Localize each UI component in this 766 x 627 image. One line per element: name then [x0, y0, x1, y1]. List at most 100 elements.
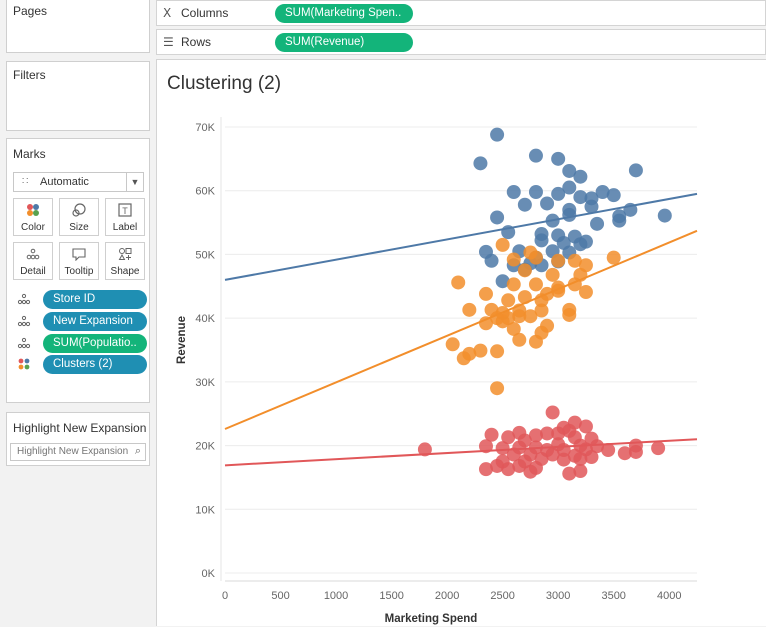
data-point[interactable]: [528, 277, 543, 292]
trend-line[interactable]: [224, 438, 698, 467]
data-point[interactable]: [590, 439, 605, 454]
data-point[interactable]: [484, 427, 499, 442]
data-point[interactable]: [473, 156, 488, 171]
data-point[interactable]: [573, 451, 588, 466]
data-point[interactable]: [506, 277, 521, 292]
new-expansion-pill[interactable]: New Expansion: [43, 312, 147, 331]
data-point[interactable]: [478, 286, 493, 301]
columns-pill[interactable]: SUM(Marketing Spen..: [275, 4, 413, 23]
data-point[interactable]: [417, 442, 432, 457]
data-point[interactable]: [490, 210, 505, 225]
data-point[interactable]: [540, 426, 555, 441]
data-point[interactable]: [451, 275, 466, 290]
data-point[interactable]: [528, 148, 543, 163]
data-point[interactable]: [578, 419, 593, 434]
data-point[interactable]: [473, 343, 488, 358]
data-point[interactable]: [512, 309, 527, 324]
data-point[interactable]: [512, 458, 527, 473]
data-point[interactable]: [562, 466, 577, 481]
data-point[interactable]: [657, 208, 672, 223]
data-point[interactable]: [528, 250, 543, 265]
trend-line[interactable]: [224, 192, 698, 281]
data-point[interactable]: [478, 316, 493, 331]
data-point[interactable]: [606, 250, 621, 265]
detail-button[interactable]: Detail: [13, 242, 53, 280]
data-point[interactable]: [534, 303, 549, 318]
data-point[interactable]: [540, 196, 555, 211]
data-point[interactable]: [490, 381, 505, 396]
data-point[interactable]: [612, 213, 627, 228]
population-pill[interactable]: SUM(Populatio..: [43, 334, 147, 353]
data-point[interactable]: [651, 441, 666, 456]
store-id-pill[interactable]: Store ID: [43, 290, 147, 309]
data-point[interactable]: [551, 186, 566, 201]
data-point[interactable]: [562, 307, 577, 322]
data-point[interactable]: [445, 337, 460, 352]
data-point[interactable]: [484, 253, 499, 268]
data-point[interactable]: [545, 267, 560, 282]
clusters-pill[interactable]: Clusters (2): [43, 355, 147, 374]
data-point[interactable]: [501, 430, 516, 445]
data-point[interactable]: [528, 334, 543, 349]
data-point[interactable]: [495, 274, 510, 289]
mark-field-store-id[interactable]: Store ID: [17, 290, 147, 309]
data-point[interactable]: [551, 253, 566, 268]
label-button[interactable]: T Label: [105, 198, 145, 236]
data-point[interactable]: [517, 263, 532, 278]
data-point[interactable]: [573, 190, 588, 205]
data-point[interactable]: [495, 314, 510, 329]
data-point[interactable]: [534, 233, 549, 248]
data-point[interactable]: [578, 285, 593, 300]
shape-button[interactable]: Shape: [105, 242, 145, 280]
data-point[interactable]: [528, 428, 543, 443]
color-button[interactable]: Color: [13, 198, 53, 236]
data-point[interactable]: [562, 180, 577, 195]
data-point[interactable]: [490, 344, 505, 359]
data-point[interactable]: [506, 184, 521, 199]
data-point[interactable]: [628, 163, 643, 178]
data-point[interactable]: [512, 332, 527, 347]
tooltip-button[interactable]: Tooltip: [59, 242, 99, 280]
data-point[interactable]: [517, 197, 532, 212]
data-point[interactable]: [462, 302, 477, 317]
data-point[interactable]: [590, 216, 605, 231]
data-point[interactable]: [551, 151, 566, 166]
columns-shelf[interactable]: Ⅹ Columns SUM(Marketing Spen..: [156, 0, 766, 26]
data-point[interactable]: [584, 450, 599, 465]
data-point[interactable]: [523, 309, 538, 324]
data-point[interactable]: [501, 293, 516, 308]
highlight-search-input[interactable]: [17, 446, 129, 457]
data-point[interactable]: [506, 252, 521, 267]
data-point[interactable]: [573, 464, 588, 479]
size-button[interactable]: Size: [59, 198, 99, 236]
data-point[interactable]: [573, 169, 588, 184]
data-point[interactable]: [562, 163, 577, 178]
data-point[interactable]: [528, 184, 543, 199]
data-point[interactable]: [628, 444, 643, 459]
data-point[interactable]: [506, 321, 521, 336]
mark-field-clusters[interactable]: Clusters (2): [17, 355, 147, 374]
data-point[interactable]: [584, 199, 599, 214]
data-point[interactable]: [617, 446, 632, 461]
data-point[interactable]: [545, 447, 560, 462]
data-point[interactable]: [490, 458, 505, 473]
rows-shelf[interactable]: ☰ Rows SUM(Revenue): [156, 29, 766, 55]
trend-line[interactable]: [224, 229, 698, 430]
data-point[interactable]: [523, 464, 538, 479]
data-point[interactable]: [601, 443, 616, 458]
scatter-chart[interactable]: 0K 10K 20K 30K 40K 50K 60K 70K 0 500 1000 1500 2000 2…: [157, 60, 766, 627]
data-point[interactable]: [495, 237, 510, 252]
data-point[interactable]: [556, 452, 571, 467]
data-point[interactable]: [573, 237, 588, 252]
data-point[interactable]: [562, 207, 577, 222]
data-point[interactable]: [545, 405, 560, 420]
mark-field-new-expansion[interactable]: New Expansion: [17, 312, 147, 331]
data-point[interactable]: [506, 447, 521, 462]
data-point[interactable]: [551, 426, 566, 441]
data-point[interactable]: [595, 184, 610, 199]
rows-pill[interactable]: SUM(Revenue): [275, 33, 413, 52]
mark-type-dropdown[interactable]: ∷ Automatic ▼: [13, 172, 144, 192]
highlight-search[interactable]: ⌕: [10, 443, 146, 461]
data-point[interactable]: [501, 462, 516, 477]
search-icon[interactable]: ⌕: [134, 445, 141, 457]
